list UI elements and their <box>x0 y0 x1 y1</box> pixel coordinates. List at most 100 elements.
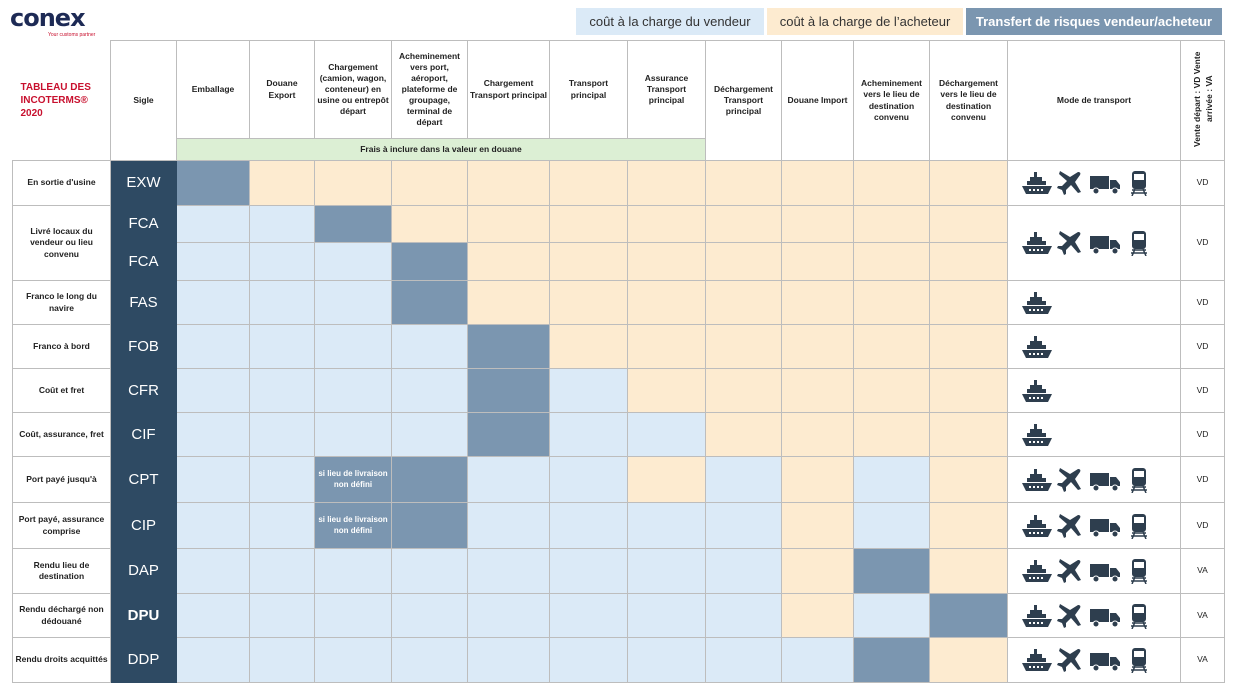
sale-type: VD <box>1180 368 1225 413</box>
buyer-cost-cell <box>467 160 550 206</box>
seller-cost-cell <box>249 412 315 457</box>
seller-cost-cell <box>249 242 315 281</box>
incoterm-label: Franco à bord <box>12 324 111 369</box>
transport-modes <box>1007 205 1181 281</box>
risk-transfer-cell <box>391 280 468 325</box>
plane-icon <box>1054 170 1088 196</box>
buyer-cost-cell <box>853 368 930 413</box>
truck-icon <box>1088 647 1122 673</box>
seller-cost-cell <box>249 324 315 369</box>
header-mode: Mode de transport <box>1007 40 1181 161</box>
incoterm-sigle: EXW <box>110 160 177 206</box>
seller-cost-cell <box>249 205 315 243</box>
buyer-cost-cell <box>249 160 315 206</box>
buyer-cost-cell <box>929 456 1008 503</box>
incoterm-label: Coût, assurance, fret <box>12 412 111 457</box>
seller-cost-cell <box>549 456 628 503</box>
risk-transfer-cell <box>853 548 930 594</box>
seller-cost-cell <box>314 593 392 638</box>
buyer-cost-cell <box>781 160 854 206</box>
risk-transfer-cell <box>929 593 1008 638</box>
buyer-cost-cell <box>781 205 854 243</box>
risk-transfer-cell <box>467 412 550 457</box>
buyer-cost-cell <box>929 637 1008 683</box>
risk-transfer-cell <box>314 205 392 243</box>
buyer-cost-cell <box>627 160 706 206</box>
incoterm-sigle: DDP <box>110 637 177 683</box>
ship-icon <box>1020 513 1054 539</box>
buyer-cost-cell <box>853 205 930 243</box>
buyer-cost-cell <box>781 368 854 413</box>
transport-modes <box>1007 324 1181 369</box>
train-icon <box>1122 603 1156 629</box>
buyer-cost-cell <box>467 280 550 325</box>
buyer-cost-cell <box>549 242 628 281</box>
seller-cost-cell <box>391 368 468 413</box>
seller-cost-cell <box>705 593 782 638</box>
risk-transfer-cell <box>853 637 930 683</box>
incoterm-sigle: FCA <box>110 205 177 243</box>
buyer-cost-cell <box>627 242 706 281</box>
buyer-cost-cell <box>314 160 392 206</box>
seller-cost-cell <box>314 548 392 594</box>
seller-cost-cell <box>314 324 392 369</box>
seller-cost-cell <box>391 637 468 683</box>
seller-cost-cell <box>176 280 250 325</box>
table-row: Franco le long du navire FAS VD <box>12 280 1225 325</box>
incoterm-label: Rendu droits acquittés <box>12 637 111 683</box>
incoterm-label: Livré locaux du vendeur ou lieu convenu <box>12 205 111 281</box>
seller-cost-cell <box>314 280 392 325</box>
truck-icon <box>1088 603 1122 629</box>
seller-cost-cell <box>705 548 782 594</box>
buyer-cost-cell <box>781 280 854 325</box>
seller-cost-cell <box>176 548 250 594</box>
buyer-cost-cell <box>705 368 782 413</box>
seller-cost-cell <box>176 502 250 549</box>
buyer-cost-cell <box>781 456 854 503</box>
conex-logo: conex Your customs partner <box>10 4 110 38</box>
header-column: Déchargement vers le lieu de destination… <box>929 40 1008 161</box>
buyer-cost-cell <box>929 280 1008 325</box>
seller-cost-cell <box>705 502 782 549</box>
sale-type: VD <box>1180 502 1225 549</box>
transport-modes <box>1007 593 1181 638</box>
seller-cost-cell <box>549 548 628 594</box>
buyer-cost-cell <box>929 324 1008 369</box>
customs-value-band: Frais à inclure dans la valeur en douane <box>176 138 706 161</box>
plane-icon <box>1054 230 1088 256</box>
incoterm-label: Coût et fret <box>12 368 111 413</box>
seller-cost-cell <box>391 324 468 369</box>
buyer-cost-cell <box>929 242 1008 281</box>
seller-cost-cell <box>627 593 706 638</box>
incoterm-label: Port payé, assurance comprise <box>12 502 111 549</box>
risk-transfer-cell <box>391 456 468 503</box>
incoterm-sigle: CFR <box>110 368 177 413</box>
plane-icon <box>1054 603 1088 629</box>
seller-cost-cell <box>249 593 315 638</box>
seller-cost-cell <box>391 593 468 638</box>
transport-modes <box>1007 280 1181 325</box>
transport-modes <box>1007 456 1181 503</box>
seller-cost-cell <box>549 593 628 638</box>
legend-buyer-cost: coût à la charge de l’acheteur <box>767 8 963 35</box>
ship-icon <box>1020 603 1054 629</box>
buyer-cost-cell <box>929 205 1008 243</box>
buyer-cost-cell <box>781 593 854 638</box>
transport-modes <box>1007 502 1181 549</box>
plane-icon <box>1054 467 1088 493</box>
header-column: Chargement (camion, wagon, conteneur) en… <box>314 40 392 139</box>
sale-type: VD <box>1180 160 1225 206</box>
buyer-cost-cell <box>929 160 1008 206</box>
train-icon <box>1122 467 1156 493</box>
buyer-cost-cell <box>627 324 706 369</box>
seller-cost-cell <box>627 502 706 549</box>
seller-cost-cell <box>249 368 315 413</box>
train-icon <box>1122 513 1156 539</box>
seller-cost-cell <box>314 412 392 457</box>
ship-icon <box>1020 467 1054 493</box>
sale-type: VD <box>1180 205 1225 281</box>
seller-cost-cell <box>249 502 315 549</box>
buyer-cost-cell <box>929 548 1008 594</box>
seller-cost-cell <box>853 456 930 503</box>
buyer-cost-cell <box>929 412 1008 457</box>
